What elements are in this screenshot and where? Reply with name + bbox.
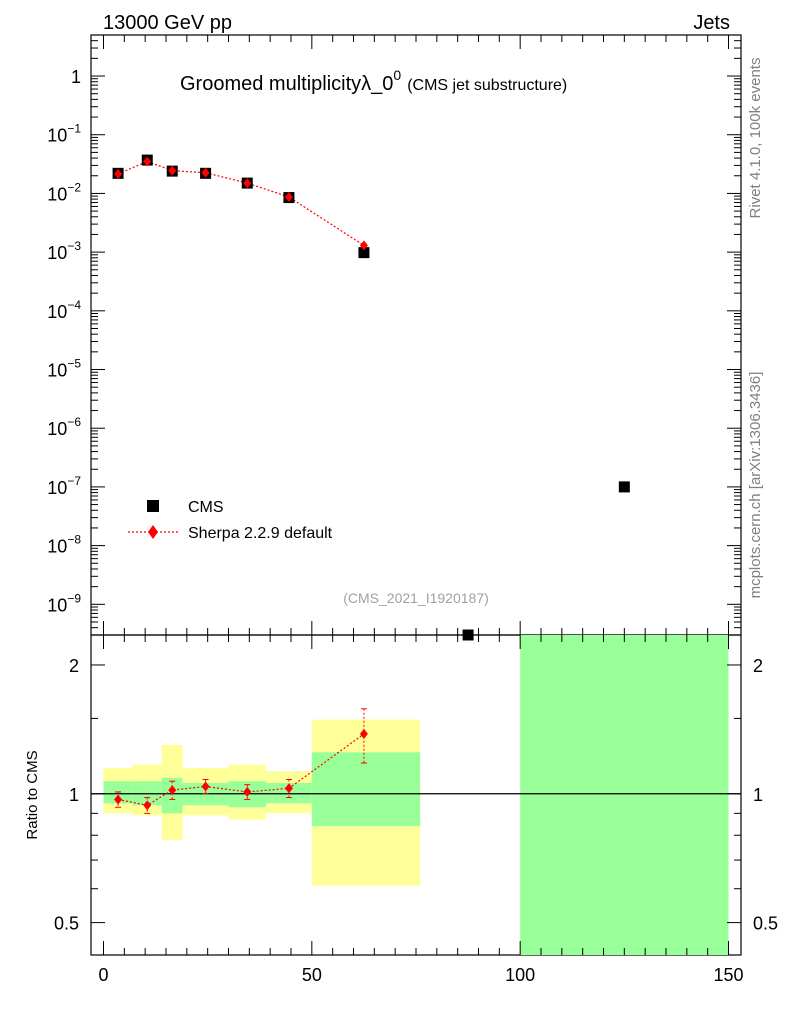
header-left-label: 13000 GeV pp xyxy=(103,12,232,34)
sherpa-line xyxy=(117,160,365,246)
cms-data-point xyxy=(358,247,370,259)
ratio-series xyxy=(114,708,368,814)
ratio-data-point xyxy=(114,794,123,805)
ratio-y-tick-label: 2 xyxy=(69,656,79,676)
ratio-data-point xyxy=(201,781,210,792)
sherpa-data-point xyxy=(243,178,252,189)
header-right-label: Jets xyxy=(693,12,730,34)
ratio-data-point xyxy=(243,786,252,797)
x-tick-label: 50 xyxy=(302,965,322,985)
main-y-tick-label: 10−9 xyxy=(47,591,81,615)
legend-sherpa-label: Sherpa 2.2.9 default xyxy=(188,525,333,542)
x-tick-label: 100 xyxy=(505,965,535,985)
ratio-y-tick-label-right: 1 xyxy=(753,785,763,805)
main-y-tick-label: 10−6 xyxy=(47,415,81,439)
chart-subtitle: (CMS jet substructure) xyxy=(407,77,567,94)
ratio-y-axis-label: Ratio to CMS xyxy=(24,750,41,839)
main-y-tick-label: 10−8 xyxy=(47,533,81,557)
x-tick-label: 150 xyxy=(713,965,743,985)
chart-title: Groomed multiplicityλ_00 (CMS jet substru… xyxy=(180,67,567,95)
sherpa-data-point xyxy=(114,168,123,179)
ratio-y-tick-label: 0.5 xyxy=(54,914,79,934)
cms-data-point xyxy=(618,481,630,493)
legend-cms-marker xyxy=(147,500,159,512)
main-axes: 1 10−1 10−2 10−3 10−4 10−5 10−6 10−7 10−8 10−9 xyxy=(47,34,741,636)
ratio-stat-uncertainty-band xyxy=(520,635,729,955)
main-y-tick-label: 10−4 xyxy=(47,298,81,322)
legend: CMS Sherpa 2.2.9 default xyxy=(128,499,333,542)
sherpa-data-point xyxy=(143,156,152,167)
ratio-data-point xyxy=(143,800,152,811)
main-y-tick-label: 10−1 xyxy=(47,122,81,146)
ratio-axes: 0.5 0.5 1 1 2 2 0 50 100 150 xyxy=(54,635,778,985)
ratio-stat-uncertainty-band xyxy=(161,777,183,814)
sherpa-data-point xyxy=(201,167,210,178)
x-tick-label: 0 xyxy=(98,965,108,985)
ratio-uncertainty-bands xyxy=(103,635,729,955)
mcplots-label: mcplots.cern.ch [arXiv:1306.3436] xyxy=(747,372,764,599)
ratio-data-point xyxy=(168,785,177,796)
ratio-y-tick-label-right: 0.5 xyxy=(753,914,778,934)
ratio-y-tick-label: 1 xyxy=(69,785,79,805)
chart-title-superscript: 0 xyxy=(393,67,401,83)
main-y-tick-label: 1 xyxy=(71,67,81,87)
legend-sherpa-marker xyxy=(148,525,158,539)
sherpa-data-point xyxy=(168,165,177,176)
legend-cms-label: CMS xyxy=(188,499,224,516)
cms-data-point xyxy=(462,629,474,641)
main-y-tick-label: 10−7 xyxy=(47,474,81,498)
ratio-stat-uncertainty-band xyxy=(311,752,421,827)
rivet-version-label: Rivet 4.1.0, 100k events xyxy=(747,58,764,219)
ratio-data-point xyxy=(359,728,368,739)
sherpa-data-point xyxy=(359,240,368,251)
main-series xyxy=(112,154,630,641)
ratio-y-tick-label-right: 2 xyxy=(753,656,763,676)
main-plot-frame xyxy=(90,34,742,636)
main-y-tick-label: 10−5 xyxy=(47,357,81,381)
main-y-tick-label: 10−3 xyxy=(47,239,81,263)
sherpa-data-point xyxy=(284,191,293,202)
ratio-data-point xyxy=(284,783,293,794)
chart-title-main: Groomed multiplicityλ_0 xyxy=(180,73,393,95)
main-y-tick-label: 10−2 xyxy=(47,180,81,204)
analysis-id-label: (CMS_2021_I1920187) xyxy=(343,590,489,606)
